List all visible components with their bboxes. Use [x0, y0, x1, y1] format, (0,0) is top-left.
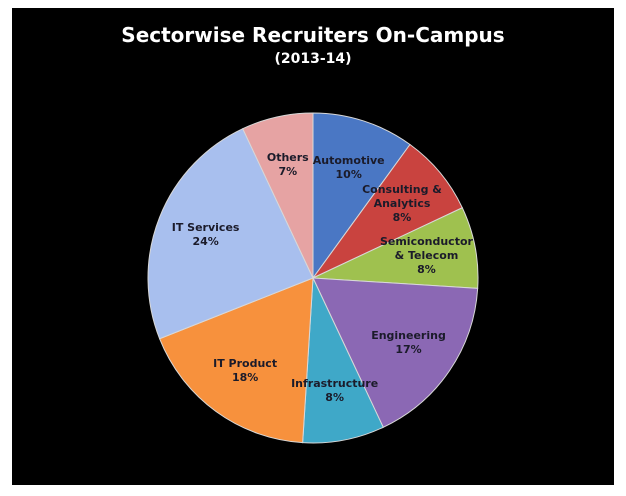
category-label: Others [266, 151, 309, 165]
pie-slice [242, 112, 314, 279]
value-label: 8% [392, 211, 412, 225]
slice-label: Consulting & Analytics 8% [354, 183, 450, 225]
slice-label: Semiconductor & Telecom 8% [378, 235, 474, 277]
category-label: Automotive [312, 154, 385, 168]
category-label: Consulting & Analytics [362, 183, 442, 211]
pie-slice [158, 277, 314, 444]
slice-label: Infrastructure 8% [287, 377, 383, 405]
value-label: 8% [325, 391, 344, 405]
chart-subtitle: (2013-14) [274, 51, 352, 67]
slice-label: Automotive 10% [301, 154, 397, 182]
chart-title: Sectorwise Recruiters On-Campus [121, 23, 505, 47]
slice-label: IT Product 18% [197, 357, 293, 385]
pie-slice [312, 277, 479, 428]
category-label: Semiconductor & Telecom [379, 235, 473, 263]
value-label: 24% [192, 235, 219, 249]
category-label: Infrastructure [291, 377, 379, 391]
category-label: IT Product [213, 357, 278, 371]
value-label: 7% [278, 165, 298, 179]
pie-slice [312, 112, 411, 280]
slice-label: Engineering 17% [361, 329, 457, 357]
category-label: Engineering [371, 328, 446, 342]
value-label: 10% [335, 168, 362, 182]
slice-label: Others 7% [240, 151, 336, 179]
value-label: 18% [231, 371, 259, 385]
value-label: 17% [395, 342, 422, 356]
pie-slice [147, 128, 314, 340]
value-label: 8% [417, 263, 436, 277]
slice-label: IT Services 24% [158, 221, 254, 249]
category-label: IT Services [171, 221, 240, 235]
